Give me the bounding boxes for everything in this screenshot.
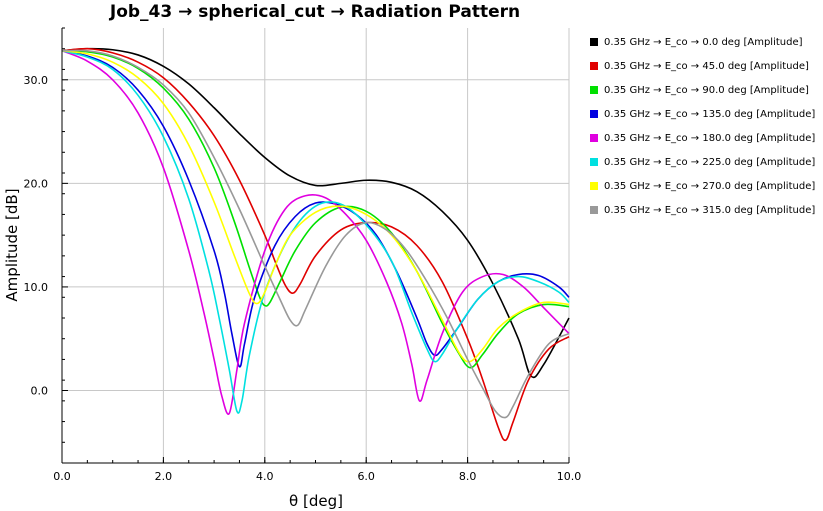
legend-item: 0.35 GHz → E_co → 45.0 deg [Amplitude] xyxy=(590,54,820,78)
y-tick-label: 20.0 xyxy=(24,177,49,190)
x-tick-label: 2.0 xyxy=(155,470,173,483)
grid xyxy=(61,28,570,463)
plot-area: 0.0 2.0 4.0 6.0 8.0 10.0 0.0 10.0 20.0 30.0 θ [de… xyxy=(3,27,582,510)
legend-swatch xyxy=(590,158,598,166)
legend-label: 0.35 GHz → E_co → 270.0 deg [Amplitude] xyxy=(604,180,816,192)
x-axis-label: θ [deg] xyxy=(289,492,343,510)
legend-label: 0.35 GHz → E_co → 45.0 deg [Amplitude] xyxy=(604,60,809,72)
series-lines xyxy=(61,47,570,442)
legend-swatch xyxy=(590,134,598,142)
y-axis-label: Amplitude [dB] xyxy=(3,188,21,301)
legend-label: 0.35 GHz → E_co → 225.0 deg [Amplitude] xyxy=(604,156,816,168)
chart-title: Job_43 → spherical_cut → Radiation Patte… xyxy=(109,2,521,22)
series-line-1 xyxy=(61,47,570,442)
y-tick-label: 10.0 xyxy=(24,281,49,294)
legend-swatch xyxy=(590,110,598,118)
legend-item: 0.35 GHz → E_co → 135.0 deg [Amplitude] xyxy=(590,102,820,126)
x-tick-label: 4.0 xyxy=(256,470,274,483)
x-tick-label: 10.0 xyxy=(557,470,582,483)
legend-label: 0.35 GHz → E_co → 180.0 deg [Amplitude] xyxy=(604,132,816,144)
legend-item: 0.35 GHz → E_co → 90.0 deg [Amplitude] xyxy=(590,78,820,102)
legend-item: 0.35 GHz → E_co → 0.0 deg [Amplitude] xyxy=(590,30,820,54)
series-line-3 xyxy=(61,50,570,368)
legend-item: 0.35 GHz → E_co → 270.0 deg [Amplitude] xyxy=(590,174,820,198)
legend: 0.35 GHz → E_co → 0.0 deg [Amplitude] 0.3… xyxy=(590,30,820,222)
series-line-0 xyxy=(61,47,570,379)
y-tick-label: 0.0 xyxy=(31,385,49,398)
series-line-4 xyxy=(61,50,570,415)
series-line-2 xyxy=(61,49,570,369)
series-line-7 xyxy=(61,49,570,419)
x-tick-label: 0.0 xyxy=(53,470,71,483)
ticks: 0.0 2.0 4.0 6.0 8.0 10.0 0.0 10.0 20.0 30.0 xyxy=(24,27,582,483)
legend-label: 0.35 GHz → E_co → 135.0 deg [Amplitude] xyxy=(604,108,816,120)
legend-label: 0.35 GHz → E_co → 0.0 deg [Amplitude] xyxy=(604,36,803,48)
axes xyxy=(61,28,569,464)
legend-swatch xyxy=(590,206,598,214)
y-tick-label: 30.0 xyxy=(24,74,49,87)
x-tick-label: 8.0 xyxy=(459,470,477,483)
legend-swatch xyxy=(590,38,598,46)
x-tick-label: 6.0 xyxy=(357,470,375,483)
series-line-5 xyxy=(61,50,570,414)
legend-item: 0.35 GHz → E_co → 315.0 deg [Amplitude] xyxy=(590,198,820,222)
series-line-6 xyxy=(61,49,570,363)
legend-item: 0.35 GHz → E_co → 225.0 deg [Amplitude] xyxy=(590,150,820,174)
legend-swatch xyxy=(590,62,598,70)
legend-swatch xyxy=(590,182,598,190)
legend-label: 0.35 GHz → E_co → 90.0 deg [Amplitude] xyxy=(604,84,809,96)
legend-label: 0.35 GHz → E_co → 315.0 deg [Amplitude] xyxy=(604,204,816,216)
legend-item: 0.35 GHz → E_co → 180.0 deg [Amplitude] xyxy=(590,126,820,150)
legend-swatch xyxy=(590,86,598,94)
